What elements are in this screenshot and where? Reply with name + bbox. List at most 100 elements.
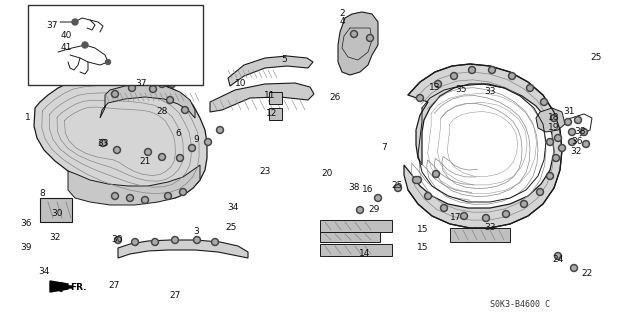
Circle shape — [170, 82, 174, 86]
Text: 4: 4 — [339, 18, 345, 26]
Text: FR.: FR. — [70, 283, 86, 292]
Circle shape — [131, 239, 138, 246]
Circle shape — [554, 253, 561, 259]
Circle shape — [101, 141, 105, 145]
Circle shape — [490, 68, 494, 72]
Circle shape — [376, 196, 380, 200]
Circle shape — [72, 19, 78, 25]
Circle shape — [570, 264, 577, 271]
Circle shape — [394, 184, 401, 191]
Circle shape — [190, 146, 194, 150]
Circle shape — [433, 170, 440, 177]
Text: 19: 19 — [548, 123, 560, 132]
Polygon shape — [68, 165, 200, 205]
Bar — [28, 5, 203, 85]
Circle shape — [575, 116, 582, 123]
Circle shape — [502, 211, 509, 218]
Circle shape — [143, 198, 147, 202]
Circle shape — [130, 86, 134, 90]
Circle shape — [146, 150, 150, 154]
Text: 21: 21 — [140, 157, 150, 166]
Circle shape — [159, 153, 166, 160]
Text: 25: 25 — [225, 224, 237, 233]
Text: 35: 35 — [455, 85, 467, 94]
Circle shape — [570, 140, 574, 144]
Text: 22: 22 — [581, 269, 593, 278]
Circle shape — [150, 85, 157, 93]
Text: 30: 30 — [51, 209, 63, 218]
Circle shape — [584, 142, 588, 146]
Circle shape — [510, 74, 514, 78]
Text: 5: 5 — [281, 56, 287, 64]
Circle shape — [111, 192, 118, 199]
Text: 6: 6 — [175, 130, 181, 138]
Text: 18: 18 — [548, 114, 560, 122]
Circle shape — [145, 149, 152, 155]
Circle shape — [193, 236, 200, 243]
Circle shape — [470, 68, 474, 72]
Text: 33: 33 — [484, 224, 496, 233]
Circle shape — [111, 91, 118, 98]
Circle shape — [106, 60, 111, 64]
Text: 15: 15 — [417, 226, 429, 234]
Text: 9: 9 — [193, 136, 199, 145]
Text: 7: 7 — [381, 144, 387, 152]
Text: 2: 2 — [339, 10, 345, 19]
Text: 38: 38 — [348, 183, 360, 192]
Circle shape — [168, 98, 172, 102]
Circle shape — [116, 238, 120, 242]
Circle shape — [572, 266, 576, 270]
Circle shape — [541, 99, 547, 106]
Circle shape — [115, 148, 119, 152]
Text: 28: 28 — [156, 108, 168, 116]
Circle shape — [128, 196, 132, 200]
Circle shape — [367, 34, 374, 41]
Text: 20: 20 — [321, 169, 333, 179]
Text: 11: 11 — [264, 92, 276, 100]
Circle shape — [582, 130, 586, 134]
Polygon shape — [536, 108, 565, 132]
Text: 32: 32 — [49, 234, 61, 242]
Circle shape — [568, 138, 575, 145]
Circle shape — [547, 138, 554, 145]
Circle shape — [552, 116, 556, 120]
Circle shape — [129, 85, 136, 92]
Circle shape — [113, 146, 120, 153]
Circle shape — [356, 206, 364, 213]
Text: 25: 25 — [590, 54, 602, 63]
Text: 41: 41 — [60, 42, 72, 51]
Circle shape — [183, 108, 187, 112]
Circle shape — [211, 239, 218, 246]
Circle shape — [216, 127, 223, 133]
Polygon shape — [40, 198, 72, 222]
Polygon shape — [118, 240, 248, 258]
Circle shape — [82, 42, 88, 48]
Circle shape — [160, 155, 164, 159]
Circle shape — [426, 194, 430, 198]
Circle shape — [568, 129, 575, 136]
Text: 14: 14 — [359, 249, 371, 258]
Circle shape — [415, 176, 422, 183]
Text: 10: 10 — [236, 78, 247, 87]
Circle shape — [99, 139, 106, 146]
Circle shape — [351, 31, 358, 38]
Circle shape — [177, 154, 184, 161]
Text: 25: 25 — [391, 181, 403, 189]
Circle shape — [424, 192, 431, 199]
Circle shape — [413, 176, 419, 183]
Circle shape — [536, 189, 543, 196]
Circle shape — [164, 192, 172, 199]
Circle shape — [152, 239, 159, 246]
Circle shape — [538, 190, 542, 194]
Polygon shape — [450, 228, 510, 242]
Circle shape — [566, 120, 570, 124]
Circle shape — [556, 254, 560, 258]
Text: 1: 1 — [25, 114, 31, 122]
Circle shape — [418, 96, 422, 100]
Circle shape — [451, 72, 458, 79]
Text: 27: 27 — [108, 280, 120, 290]
Text: 16: 16 — [362, 186, 374, 195]
Text: 29: 29 — [368, 205, 380, 214]
Polygon shape — [34, 77, 207, 200]
Circle shape — [542, 100, 546, 104]
